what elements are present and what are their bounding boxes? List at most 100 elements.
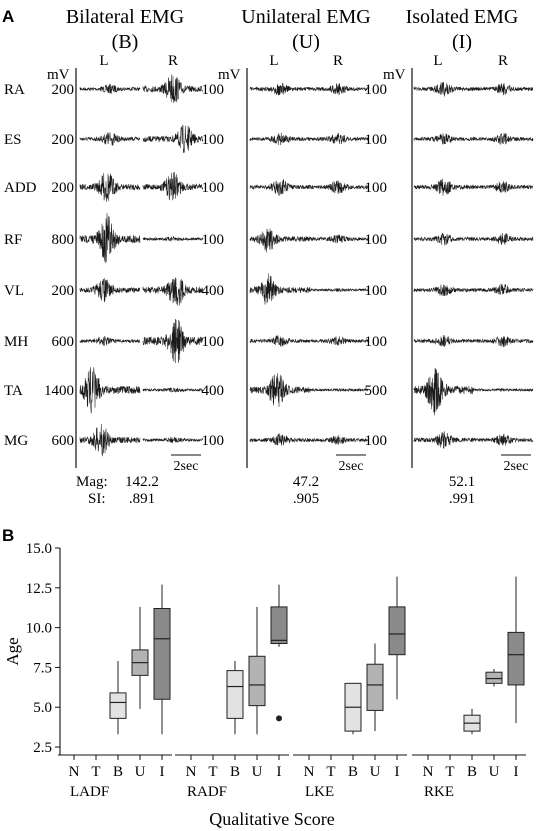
emg-trace-l <box>413 334 475 347</box>
emg-trace-l <box>249 228 311 253</box>
scale-label: 200 <box>52 180 75 196</box>
y-axis-label: Age <box>3 637 22 665</box>
unit-label: mV <box>47 67 70 83</box>
y-tick-label: 15.0 <box>26 541 52 557</box>
x-tick-label: B <box>348 764 358 780</box>
emg-trace-l <box>249 433 311 446</box>
emg-trace-r <box>142 236 204 243</box>
box-u <box>248 606 266 735</box>
emg-trace-l <box>249 335 311 347</box>
emg-trace-r <box>307 287 369 293</box>
scale-label: 100 <box>365 433 388 449</box>
emg-trace-l <box>79 424 141 457</box>
emg-trace-l <box>413 232 475 246</box>
si-label: SI: <box>88 491 106 507</box>
x-tick-label: U <box>135 764 146 780</box>
box-b <box>344 682 362 735</box>
muscle-label: ADD <box>4 180 37 196</box>
scale-label: 100 <box>365 82 388 98</box>
emg-trace-r <box>472 433 534 446</box>
x-tick-label: N <box>304 764 315 780</box>
box-iqr <box>366 663 384 711</box>
emg-trace-r <box>307 336 369 346</box>
si-value: .991 <box>449 491 475 507</box>
emg-trace-l <box>249 179 311 196</box>
box-iqr <box>248 655 266 707</box>
emg-trace-l <box>79 367 141 414</box>
panel-a-label: A <box>2 7 14 26</box>
emg-trace-l <box>413 368 475 416</box>
emg-trace-l <box>249 373 311 407</box>
muscle-label: RA <box>4 82 25 98</box>
scale-label: 100 <box>202 180 225 196</box>
scale-label: 100 <box>365 283 388 299</box>
emg-trace-l <box>413 133 475 145</box>
group-label: LADF <box>70 784 109 800</box>
box-group-rke: N T B U I RKE <box>412 576 526 800</box>
box-u <box>485 669 503 687</box>
box-u <box>366 643 384 732</box>
emg-trace-l <box>79 83 141 94</box>
emg-trace-r <box>142 124 204 154</box>
x-tick-label: T <box>326 764 335 780</box>
x-tick-label: N <box>423 764 434 780</box>
box-iqr <box>485 671 503 684</box>
emg-trace-r <box>472 232 534 245</box>
si-value: .905 <box>293 491 319 507</box>
emg-group-title: Unilateral EMG <box>241 6 370 28</box>
box-i <box>507 576 525 724</box>
x-tick-label: I <box>514 764 519 780</box>
unit-label: mV <box>218 67 241 83</box>
emg-group-i: Isolated EMG(I)L RmV100100100100100100500… <box>365 6 534 507</box>
scale-label: 1400 <box>44 383 74 399</box>
scale-label: 100 <box>365 180 388 196</box>
emg-trace-r <box>472 283 534 295</box>
emg-trace-r <box>142 277 204 306</box>
scale-label: 200 <box>52 132 75 148</box>
side-label-right: R <box>333 53 343 69</box>
box-i <box>153 584 171 735</box>
x-tick-label: N <box>69 764 80 780</box>
x-tick-label: U <box>370 764 381 780</box>
box-b <box>463 708 481 735</box>
scale-label: 100 <box>365 132 388 148</box>
emg-trace-r <box>307 180 369 194</box>
box-iqr <box>507 631 525 686</box>
emg-trace-l <box>413 178 475 196</box>
emg-trace-l <box>413 81 475 97</box>
x-tick-label: I <box>277 764 282 780</box>
scale-label: 800 <box>52 232 75 248</box>
emg-trace-r <box>307 83 369 96</box>
emg-trace-r <box>142 386 204 393</box>
scale-label: 100 <box>365 232 388 248</box>
unit-label: mV <box>383 67 406 83</box>
side-label-right: R <box>498 53 508 69</box>
scale-label: 200 <box>52 82 75 98</box>
scale-label: 400 <box>202 283 225 299</box>
emg-trace-r <box>472 336 534 348</box>
mag-value: 142.2 <box>125 474 159 490</box>
side-label-left: L <box>269 53 278 69</box>
x-tick-label: B <box>467 764 477 780</box>
group-label: LKE <box>305 784 334 800</box>
x-tick-label: B <box>230 764 240 780</box>
muscle-label: TA <box>4 383 23 399</box>
box-b <box>109 661 127 735</box>
box-group-radf: N T B U I RADF <box>175 584 289 800</box>
emg-trace-r <box>472 181 534 193</box>
emg-trace-l <box>79 132 141 146</box>
emg-trace-r <box>307 132 369 145</box>
y-tick-label: 5.0 <box>33 700 52 716</box>
scale-label: 600 <box>52 334 75 350</box>
scale-label: 600 <box>52 433 75 449</box>
emg-trace-l <box>249 132 311 146</box>
emg-trace-l <box>79 213 141 264</box>
scale-label: 100 <box>365 334 388 350</box>
x-tick-label: T <box>208 764 217 780</box>
side-label-right: R <box>168 53 178 69</box>
emg-trace-l <box>413 284 475 297</box>
emg-trace-l <box>79 335 141 347</box>
x-tick-label: U <box>489 764 500 780</box>
